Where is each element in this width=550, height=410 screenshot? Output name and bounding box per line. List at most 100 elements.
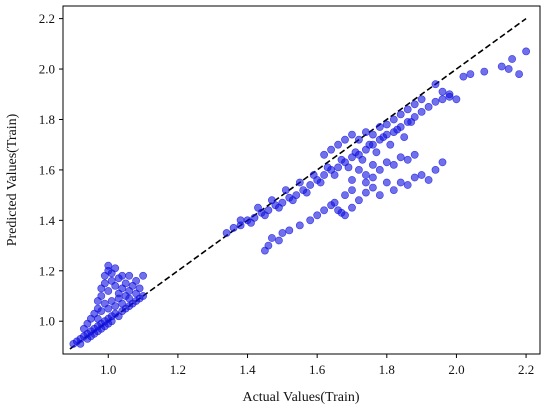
data-point <box>431 97 440 106</box>
data-point <box>341 135 349 144</box>
data-point <box>365 140 374 149</box>
data-point <box>375 123 384 131</box>
data-point <box>396 178 405 187</box>
data-point <box>348 186 356 194</box>
data-point <box>522 47 530 56</box>
data-point <box>254 203 262 212</box>
data-point <box>417 108 426 116</box>
data-point <box>438 158 447 167</box>
data-point <box>410 150 419 159</box>
x-tick-label: 1.6 <box>309 362 326 377</box>
data-point <box>358 155 367 164</box>
data-point <box>396 153 405 162</box>
data-point <box>459 72 468 81</box>
data-point <box>417 171 426 179</box>
data-point <box>480 67 489 76</box>
data-point <box>396 110 405 119</box>
data-point <box>93 314 102 323</box>
data-point <box>323 163 332 172</box>
data-point <box>431 165 440 174</box>
data-point <box>295 178 304 187</box>
y-tick-label: 1.6 <box>39 162 56 177</box>
data-point <box>354 196 363 205</box>
y-tick-label: 1.0 <box>39 314 55 329</box>
data-point <box>100 279 109 288</box>
data-point <box>295 221 304 230</box>
data-point <box>111 281 120 290</box>
y-axis: 1.0 1.2 1.4 1.6 1.8 2.0 2.2 <box>39 11 63 329</box>
data-point <box>403 181 412 189</box>
data-point <box>309 171 318 179</box>
data-point <box>361 188 370 197</box>
data-point <box>389 115 398 124</box>
data-point <box>393 125 402 134</box>
data-point <box>341 191 349 199</box>
x-tick-label: 2.2 <box>518 362 534 377</box>
y-tick-label: 2.2 <box>39 11 55 26</box>
data-point <box>274 203 283 212</box>
x-tick-label: 1.8 <box>379 362 395 377</box>
data-point <box>260 211 269 220</box>
data-point <box>330 171 339 179</box>
data-point <box>351 148 360 157</box>
data-point <box>139 271 147 280</box>
data-point <box>354 135 363 144</box>
data-point <box>267 234 276 242</box>
data-point <box>97 292 106 300</box>
data-point <box>368 173 377 182</box>
data-point <box>515 70 523 78</box>
data-point <box>320 150 328 159</box>
data-point <box>104 287 113 295</box>
data-point <box>348 176 356 184</box>
data-point <box>118 271 127 280</box>
x-tick-label: 1.4 <box>239 362 256 377</box>
data-point <box>306 181 315 189</box>
data-point <box>320 171 328 179</box>
data-point <box>375 165 384 174</box>
data-point <box>229 223 238 232</box>
data-point <box>132 289 140 298</box>
data-point <box>267 196 276 205</box>
points-layer <box>69 47 530 348</box>
data-point <box>111 302 120 310</box>
data-point <box>424 103 433 111</box>
data-point <box>111 264 120 273</box>
data-point <box>327 145 335 154</box>
data-point <box>107 317 116 326</box>
data-point <box>438 87 447 96</box>
data-point <box>264 241 273 250</box>
data-point <box>247 218 255 227</box>
data-point <box>382 178 391 187</box>
data-point <box>438 95 447 104</box>
data-point <box>344 163 353 172</box>
data-point <box>417 95 426 104</box>
data-point <box>222 229 231 237</box>
data-point <box>445 92 454 101</box>
data-point <box>139 292 147 300</box>
data-point <box>368 130 377 139</box>
data-point <box>403 155 412 164</box>
data-point <box>236 216 245 225</box>
data-point <box>97 307 106 315</box>
data-point <box>466 70 475 78</box>
data-point <box>379 133 388 141</box>
data-point <box>452 95 461 104</box>
data-point <box>334 140 342 149</box>
x-tick-label: 1.2 <box>170 362 186 377</box>
data-point <box>125 294 134 303</box>
data-point <box>504 65 513 73</box>
data-point <box>375 191 384 199</box>
data-point <box>313 211 322 220</box>
data-point <box>389 160 398 169</box>
data-point <box>334 163 342 172</box>
data-point <box>386 140 395 149</box>
data-point <box>410 173 419 182</box>
y-tick-label: 1.4 <box>39 213 56 228</box>
data-point <box>278 229 287 237</box>
data-point <box>403 105 412 114</box>
data-point <box>76 339 85 348</box>
data-point <box>431 80 440 89</box>
data-point <box>372 148 381 157</box>
plot-frame <box>62 5 541 355</box>
data-point <box>389 186 398 194</box>
